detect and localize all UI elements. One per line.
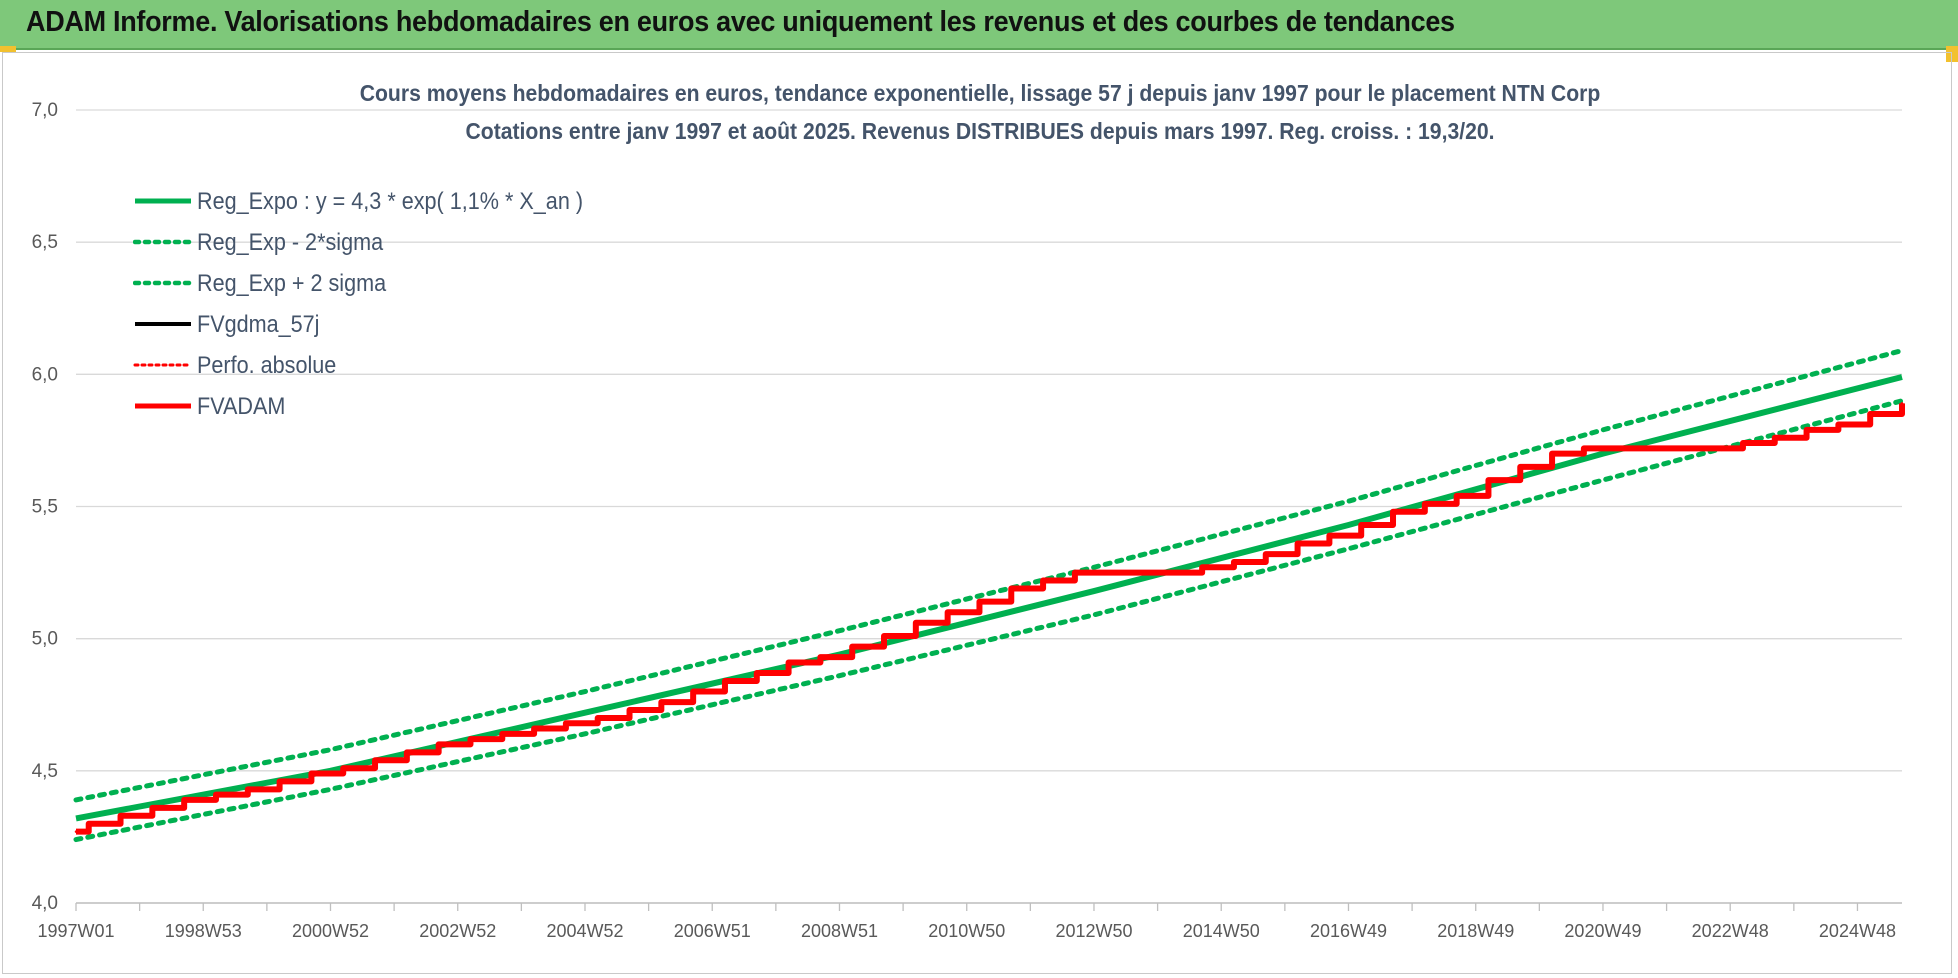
x-tick-label: 2012W50 <box>1055 921 1132 941</box>
corner-accent-left <box>0 46 16 52</box>
x-tick-label: 2004W52 <box>546 921 623 941</box>
legend-item: Perfo. absolue <box>133 352 653 393</box>
legend-swatch-reg-expo <box>135 198 191 204</box>
x-tick-label: 2010W50 <box>928 921 1005 941</box>
corner-accent-right <box>1946 46 1958 62</box>
legend-swatch-plus-2sigma <box>133 280 193 286</box>
legend-swatch-fvgdma <box>135 322 191 326</box>
x-tick-label: 2020W49 <box>1564 921 1641 941</box>
y-tick-label: 6,0 <box>32 364 58 385</box>
x-tick-label: 2024W48 <box>1819 921 1896 941</box>
chart-frame <box>2 52 1952 974</box>
x-tick-label: 2008W51 <box>801 921 878 941</box>
y-tick-label: 6,5 <box>32 232 58 253</box>
chart-subtitle: Cotations entre janv 1997 et août 2025. … <box>317 118 1643 145</box>
x-tick-label: 2018W49 <box>1437 921 1514 941</box>
legend-label: FVgdma_57j <box>197 311 320 338</box>
x-tick-label: 2016W49 <box>1310 921 1387 941</box>
series-reg-plus-2sigma <box>73 348 1905 803</box>
report-header: ADAM Informe. Valorisations hebdomadaire… <box>0 0 1958 50</box>
y-tick-label: 4,0 <box>32 893 58 914</box>
chart-legend: Reg_Expo : y = 4,3 * exp( 1,1% * X_an ) R… <box>133 188 653 434</box>
y-tick-label: 5,0 <box>32 629 58 650</box>
x-tick-label: 2014W50 <box>1183 921 1260 941</box>
y-tick-label: 7,0 <box>32 100 58 121</box>
y-tick-label: 4,5 <box>32 761 58 782</box>
series-reg-minus-2sigma <box>73 398 1905 843</box>
legend-swatch-perfo-absolue <box>133 363 193 367</box>
chart-title: Cours moyens hebdomadaires en euros, ten… <box>317 80 1643 107</box>
legend-label: Reg_Exp - 2*sigma <box>197 229 384 256</box>
legend-item: Reg_Exp + 2 sigma <box>133 270 653 311</box>
x-tick-label: 2022W48 <box>1692 921 1769 941</box>
legend-label: Reg_Exp + 2 sigma <box>197 270 387 297</box>
legend-item: FVgdma_57j <box>133 311 653 352</box>
report-title: ADAM Informe. Valorisations hebdomadaire… <box>26 6 1455 38</box>
series-perfo-absolue <box>74 402 1904 833</box>
x-tick-label: 1998W53 <box>165 921 242 941</box>
x-tick-label: 2006W51 <box>674 921 751 941</box>
legend-label: Reg_Expo : y = 4,3 * exp( 1,1% * X_an ) <box>197 188 584 215</box>
legend-item: Reg_Expo : y = 4,3 * exp( 1,1% * X_an ) <box>133 188 653 229</box>
x-tick-label: 2002W52 <box>419 921 496 941</box>
chart-axes: 4,0 4,5 5,0 5,5 6,0 6,5 7,0 1997W01 1998W53 2000W… <box>32 100 1902 941</box>
x-tick-label: 2000W52 <box>292 921 369 941</box>
legend-item: Reg_Exp - 2*sigma <box>133 229 653 270</box>
legend-label: Perfo. absolue <box>197 352 337 379</box>
legend-swatch-minus-2sigma <box>133 239 193 245</box>
x-tick-label: 1997W01 <box>37 921 114 941</box>
legend-item: FVADAM <box>133 393 653 434</box>
y-tick-label: 5,5 <box>32 497 58 518</box>
legend-swatch-fvadam <box>135 403 191 409</box>
chart-series <box>73 348 1905 843</box>
series-reg-expo <box>75 374 1903 822</box>
legend-label: FVADAM <box>197 393 286 420</box>
